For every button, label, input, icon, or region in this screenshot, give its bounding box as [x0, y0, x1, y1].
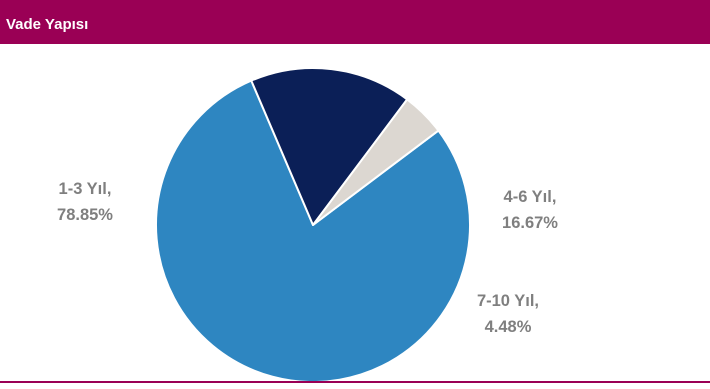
slice-label-2: 4-6 Yıl, 16.67% [502, 188, 558, 232]
pie-chart-area: 1-3 Yıl, 78.85% 4-6 Yıl, 16.67% 7-10 Yıl, 4.4… [0, 44, 710, 383]
pie-chart: 1-3 Yıl, 78.85% 4-6 Yıl, 16.67% 7-10 Yıl, 4.4… [57, 67, 558, 383]
slice-label-1: 1-3 Yıl, 78.85% [57, 180, 113, 224]
pie-slice-3 [312, 98, 440, 226]
pie-slice-1 [155, 79, 471, 383]
slice-label-name: 7-10 Yıl, [477, 292, 539, 310]
slice-label-value: 78.85% [57, 206, 113, 224]
pie-slice-2 [250, 67, 409, 226]
slice-label-3: 7-10 Yıl, 4.48% [477, 292, 539, 336]
slice-label-name: 1-3 Yıl, [59, 180, 112, 198]
chart-header-title: Vade Yapısı [6, 16, 89, 33]
bottom-divider [0, 381, 710, 383]
slice-label-name: 4-6 Yıl, [504, 188, 557, 206]
slice-label-value: 4.48% [485, 318, 532, 336]
slice-label-value: 16.67% [502, 214, 558, 232]
chart-header: Vade Yapısı [0, 0, 710, 44]
